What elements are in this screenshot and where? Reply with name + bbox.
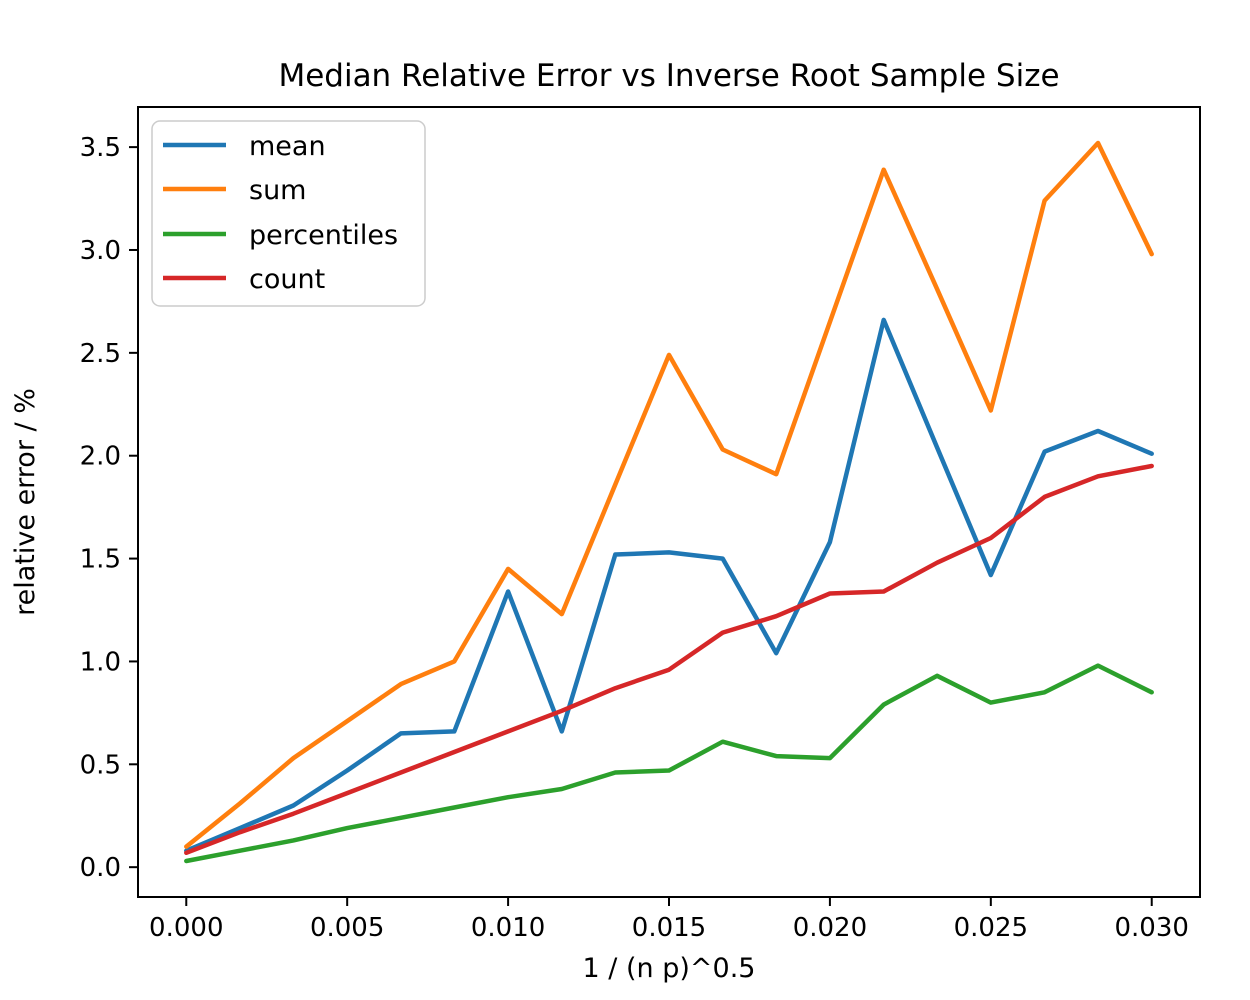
series-group: [184, 140, 1154, 864]
legend-item-sum: sum: [163, 175, 306, 206]
series-line-mean: [184, 317, 1154, 853]
legend: mean sum percentiles count: [151, 120, 426, 307]
legend-item-mean: mean: [163, 131, 326, 162]
y-axis-ticks: 0.0 0.5 1.0 1.5 2.0 2.5 3.0 3.5: [80, 133, 138, 883]
x-tick-label: 0.005: [310, 913, 384, 943]
y-axis-label: relative error / %: [10, 388, 41, 616]
legend-item-percentiles: percentiles: [163, 220, 398, 251]
legend-item-count: count: [163, 264, 325, 295]
y-tick-label: 0.0: [80, 853, 121, 883]
legend-label-mean: mean: [249, 131, 326, 162]
legend-box: [151, 120, 426, 307]
series-line-percentiles: [184, 663, 1154, 864]
series-line-sum: [184, 140, 1154, 849]
x-tick-label: 0.015: [632, 913, 706, 943]
x-axis-ticks: 0.000 0.005 0.010 0.015 0.020 0.025 0.030: [149, 897, 1189, 943]
y-tick-label: 0.5: [80, 750, 121, 780]
legend-label-percentiles: percentiles: [249, 220, 398, 251]
x-tick-label: 0.010: [471, 913, 545, 943]
legend-label-sum: sum: [249, 175, 306, 206]
x-tick-label: 0.025: [954, 913, 1028, 943]
x-axis-label: 1 / (n p)^0.5: [583, 953, 756, 984]
y-tick-label: 3.0: [80, 236, 121, 266]
y-tick-label: 2.0: [80, 442, 121, 472]
series-line-count: [184, 463, 1154, 856]
x-tick-label: 0.020: [793, 913, 867, 943]
x-tick-label: 0.030: [1115, 913, 1189, 943]
legend-label-count: count: [249, 264, 325, 295]
y-tick-label: 1.5: [80, 545, 121, 575]
y-tick-label: 2.5: [80, 339, 121, 369]
y-tick-label: 1.0: [80, 647, 121, 677]
y-tick-label: 3.5: [80, 133, 121, 163]
x-tick-label: 0.000: [149, 913, 223, 943]
chart-title: Median Relative Error vs Inverse Root Sa…: [278, 58, 1059, 94]
